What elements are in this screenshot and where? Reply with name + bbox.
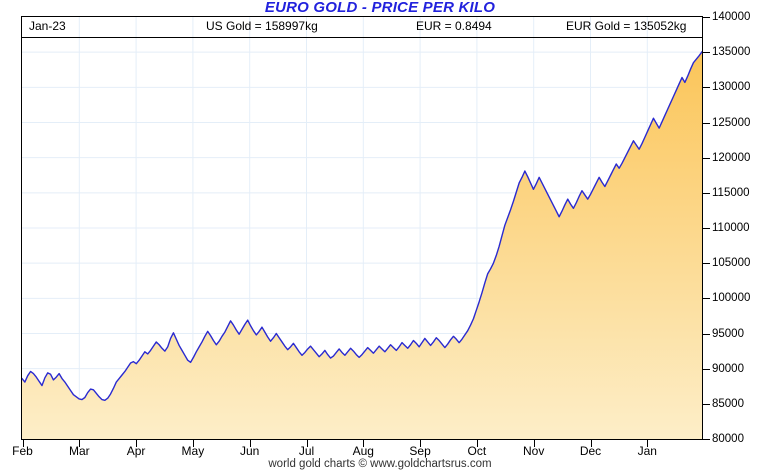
y-axis-tick: [703, 17, 710, 18]
y-axis-label: 115000: [712, 186, 750, 199]
x-axis-tick: [22, 440, 24, 447]
x-axis-label: Oct: [467, 444, 487, 458]
x-axis-label: Jul: [298, 444, 315, 458]
x-axis-tick: [363, 440, 365, 447]
x-axis-tick: [533, 440, 535, 447]
y-axis-tick: [703, 157, 710, 159]
y-axis-tick: [703, 87, 710, 89]
y-axis-tick: [703, 122, 710, 124]
y-axis-tick: [703, 439, 710, 440]
y-axis-tick: [703, 333, 710, 335]
y-axis-label: 120000: [712, 151, 751, 164]
x-axis-label: Apr: [126, 444, 146, 458]
y-axis-tick: [703, 298, 710, 300]
x-axis-tick: [306, 440, 308, 447]
y-axis-tick: [703, 228, 710, 229]
x-axis-label: Mar: [68, 444, 90, 458]
y-axis-label: 95000: [712, 327, 744, 340]
y-axis-label: 100000: [712, 292, 751, 305]
chart-footer: world gold charts © www.goldchartsrus.co…: [268, 458, 492, 470]
x-axis-tick: [192, 440, 194, 447]
x-axis-label: Feb: [12, 444, 33, 458]
y-axis-label: 140000: [712, 11, 751, 23]
x-axis-label: Nov: [523, 444, 545, 458]
plot-area: [21, 16, 703, 440]
y-axis-label: 110000: [712, 222, 750, 234]
x-axis-tick: [476, 440, 478, 447]
chart-title: EURO GOLD - PRICE PER KILO: [264, 0, 496, 16]
y-axis-tick: [703, 52, 710, 54]
y-axis-tick: [703, 263, 710, 265]
x-axis-tick: [590, 440, 592, 447]
x-axis-tick: [136, 440, 138, 447]
x-axis-label: Sep: [409, 444, 431, 458]
price-line: [22, 51, 702, 402]
y-axis-label: 90000: [712, 362, 744, 375]
area-fill: [22, 51, 702, 439]
x-axis-tick: [249, 440, 251, 447]
x-axis-tick: [420, 440, 422, 447]
x-axis-tick: [647, 440, 649, 447]
x-axis-label: Jun: [240, 444, 260, 458]
x-axis-label: Dec: [579, 444, 602, 458]
x-axis-label: May: [181, 444, 205, 458]
x-axis-tick: [79, 440, 81, 447]
y-axis-tick: [703, 368, 710, 370]
y-axis-label: 135000: [712, 46, 751, 59]
x-axis-label: Aug: [352, 444, 374, 458]
y-axis-label: 125000: [712, 116, 751, 129]
y-axis-label: 130000: [712, 81, 751, 94]
y-axis-tick: [703, 403, 710, 405]
plot-svg: [22, 17, 702, 439]
y-axis-label: 85000: [712, 397, 744, 410]
y-axis-label: 105000: [712, 257, 751, 270]
x-axis-label: Jan: [637, 444, 657, 458]
y-axis-label: 80000: [712, 433, 744, 445]
y-axis-tick: [703, 192, 710, 194]
